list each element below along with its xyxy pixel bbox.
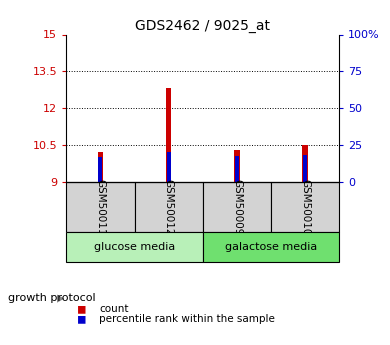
Bar [135,182,203,232]
Polygon shape [57,294,64,303]
Title: GDS2462 / 9025_at: GDS2462 / 9025_at [135,19,270,33]
Text: percentile rank within the sample: percentile rank within the sample [99,314,275,324]
Bar [203,232,339,262]
Bar [271,182,339,232]
Bar [234,150,239,182]
Text: GSM50011: GSM50011 [96,179,105,235]
Text: growth protocol: growth protocol [8,294,96,303]
Text: ■: ■ [78,313,85,326]
Text: glucose media: glucose media [94,242,175,252]
Bar [98,152,103,182]
Text: galactose media: galactose media [225,242,317,252]
Bar [167,152,171,182]
Bar [303,145,308,182]
Bar [166,88,172,182]
Text: ■: ■ [78,302,85,315]
Bar [66,232,203,262]
Bar [235,156,239,182]
Text: count: count [99,304,129,314]
Bar [66,182,135,232]
Bar [98,157,103,182]
Text: GSM50012: GSM50012 [164,179,174,235]
Bar [203,182,271,232]
Text: GSM50009: GSM50009 [232,179,242,235]
Text: GSM50010: GSM50010 [300,179,310,235]
Bar [303,155,307,182]
